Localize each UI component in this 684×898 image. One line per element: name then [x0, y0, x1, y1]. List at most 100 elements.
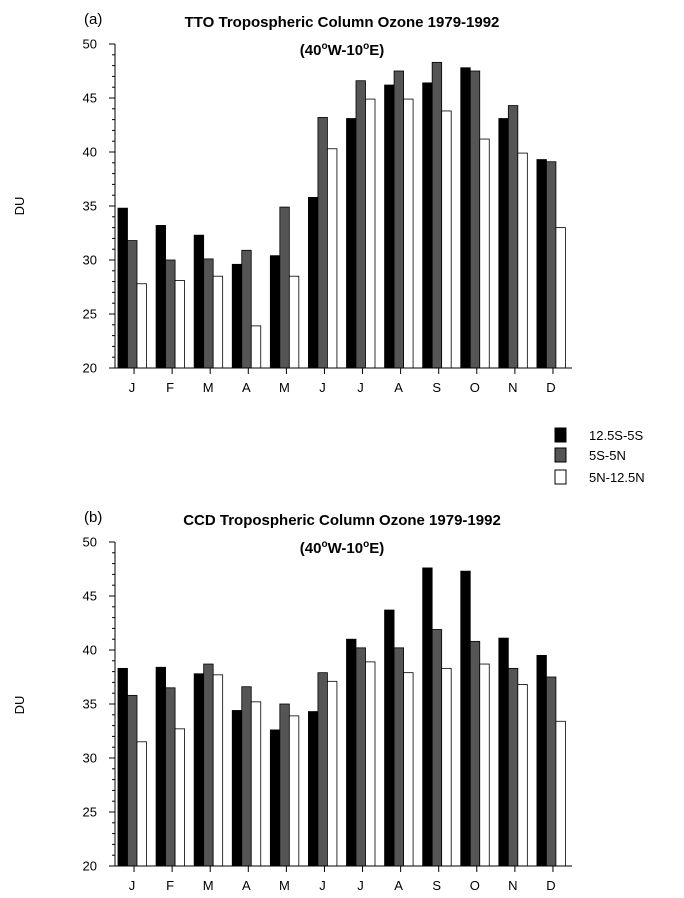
- panel-b-subtitle: (40oW-10oE): [300, 539, 384, 557]
- panel-b-y-tick-label: 20: [83, 859, 97, 874]
- panel-a-x-tick-label: D: [546, 380, 555, 395]
- panel-b-x-tick-label: D: [546, 878, 555, 893]
- bar-panel-b-12-5S-5S-1: [117, 667, 128, 867]
- bar-panel-b-5S-5N-8: [393, 647, 404, 867]
- bar-panel-a-5N-12-5N-7: [365, 98, 376, 369]
- bar-panel-a-5S-5N-12: [546, 161, 557, 369]
- panel-a-x-tick-label: M: [203, 380, 214, 395]
- bar-panel-b-5N-12-5N-4: [250, 701, 262, 867]
- panel-a-y-tick-label: 50: [83, 37, 97, 52]
- bar-panel-b-5N-12-5N-10: [479, 663, 490, 867]
- bar-panel-b-5N-12-5N-8: [403, 672, 414, 867]
- bar-panel-b-12-5S-5S-7: [346, 638, 357, 867]
- bar-panel-b-12-5S-5S-8: [384, 609, 395, 867]
- panel-a-x-tick-label: N: [508, 380, 517, 395]
- bar-panel-b-5N-12-5N-11: [517, 684, 528, 867]
- bar-panel-b-5S-5N-10: [469, 640, 481, 867]
- bar-panel-b-5S-5N-6: [317, 672, 328, 867]
- bar-panel-a-5N-12-5N-6: [327, 148, 338, 369]
- panel-a-label: (a): [84, 11, 102, 28]
- legend-label-5S-5N: 5S-5N: [589, 448, 626, 463]
- bar-panel-a-12-5S-5S-12: [536, 159, 547, 369]
- panel-a-y-tick-label: 40: [83, 145, 97, 160]
- bar-panel-b-12-5S-5S-9: [422, 567, 433, 867]
- bar-panel-a-5S-5N-8: [393, 70, 404, 369]
- panel-a-x-tick-label: F: [166, 380, 174, 395]
- bar-panel-b-12-5S-5S-3: [193, 673, 205, 867]
- bar-panel-b-5N-12-5N-5: [288, 715, 300, 867]
- bar-panel-a-5S-5N-2: [165, 259, 176, 369]
- panel-b-x-tick-label: A: [242, 878, 251, 893]
- bar-panel-a-5S-5N-6: [317, 117, 328, 369]
- bar-panel-b-5N-12-5N-6: [327, 680, 338, 867]
- bar-panel-a-12-5S-5S-11: [498, 118, 509, 369]
- bar-panel-b-12-5S-5S-6: [308, 711, 319, 867]
- panel-a-title: TTO Tropospheric Column Ozone 1979-1992: [185, 14, 500, 31]
- bar-panel-a-12-5S-5S-9: [422, 82, 433, 369]
- bar-panel-b-5N-12-5N-12: [555, 720, 566, 867]
- panel-b-plot: 20 25 30 35 40 45 50 J F M A M J J A S O N D: [83, 535, 572, 893]
- panel-a-y-tick-label: 35: [83, 199, 97, 214]
- legend-label-5N-12-5N: 5N-12.5N: [589, 470, 645, 485]
- bar-panel-a-12-5S-5S-1: [117, 207, 128, 369]
- bar-panel-b-12-5S-5S-12: [536, 655, 547, 867]
- bar-panel-a-5S-5N-11: [507, 105, 519, 369]
- panel-a-x-tick-label: J: [129, 380, 136, 395]
- panel-a-y-tick-label: 45: [83, 91, 97, 106]
- panel-b-x-tick-label: M: [279, 878, 290, 893]
- bar-panel-b-5N-12-5N-7: [365, 661, 376, 867]
- panel-a-y-tick-label: 25: [83, 307, 97, 322]
- panel-a-plot: 20 25 30 35 40 45 50 J F M A M J J A S O N D: [83, 37, 572, 395]
- panel-b-x-tick-label: M: [203, 878, 214, 893]
- bar-panel-a-5N-12-5N-11: [517, 152, 528, 369]
- bar-panel-a-5S-5N-3: [203, 258, 214, 369]
- bar-panel-a-5N-12-5N-12: [555, 227, 566, 369]
- bar-panel-a-5S-5N-5: [279, 206, 290, 369]
- panel-b-x-tick-label: O: [470, 878, 480, 893]
- panel-b-y-tick-label: 50: [83, 535, 97, 550]
- panel-a-y-tick-label: 20: [83, 361, 97, 376]
- legend-label-12-5S-5S: 12.5S-5S: [589, 428, 644, 443]
- bar-panel-b-12-5S-5S-10: [460, 570, 471, 867]
- panel-b-x-tick-label: J: [319, 878, 326, 893]
- bar-panel-b-5S-5N-5: [279, 703, 290, 867]
- bar-panel-b-5S-5N-2: [165, 687, 176, 867]
- panel-b-x-tick-label: A: [394, 878, 403, 893]
- panel-a-ylabel: DU: [12, 197, 27, 216]
- bar-panel-b-5S-5N-7: [355, 647, 366, 867]
- bar-panel-a-5N-12-5N-3: [212, 275, 224, 369]
- panel-b-y-tick-label: 30: [83, 751, 97, 766]
- panel-b-x-tick-label: F: [166, 878, 174, 893]
- panel-b-y-tick-label: 35: [83, 697, 97, 712]
- bar-panel-a-5N-12-5N-4: [250, 325, 262, 369]
- panel-a-x-tick-label: A: [242, 380, 251, 395]
- bar-panel-b-5S-5N-9: [431, 629, 443, 867]
- bar-panel-a-12-5S-5S-5: [269, 255, 281, 369]
- bar-panel-a-12-5S-5S-6: [308, 196, 319, 369]
- bar-panel-a-5S-5N-9: [431, 61, 443, 369]
- bar-panel-b-5N-12-5N-3: [212, 674, 224, 867]
- panel-a-y-tick-label: 30: [83, 253, 97, 268]
- bar-panel-a-12-5S-5S-7: [346, 118, 357, 369]
- bar-panel-b-5S-5N-3: [203, 663, 214, 867]
- bar-panel-b-5S-5N-11: [507, 667, 519, 867]
- bar-panel-b-5S-5N-12: [546, 676, 557, 867]
- legend-swatch-5N-12-5N: [554, 469, 567, 485]
- bar-panel-b-12-5S-5S-5: [269, 729, 281, 867]
- panel-b-x-tick-label: J: [357, 878, 364, 893]
- panel-a-x-tick-label: M: [279, 380, 290, 395]
- panel-a-subtitle: (40oW-10oE): [300, 41, 384, 59]
- bar-panel-a-12-5S-5S-3: [193, 234, 205, 369]
- bar-panel-b-5N-12-5N-1: [136, 741, 147, 867]
- legend-swatch-5S-5N: [554, 447, 567, 463]
- panel-a-x-tick-label: A: [394, 380, 403, 395]
- bar-panel-a-12-5S-5S-8: [384, 84, 395, 369]
- panel-b-y-tick-label: 25: [83, 805, 97, 820]
- panel-b-x-tick-label: N: [508, 878, 517, 893]
- bar-panel-b-12-5S-5S-4: [231, 710, 243, 867]
- bar-panel-a-12-5S-5S-10: [460, 67, 471, 369]
- bar-panel-a-5S-5N-10: [469, 70, 481, 369]
- bar-panel-a-12-5S-5S-4: [231, 263, 243, 369]
- bar-panel-a-5N-12-5N-2: [174, 280, 185, 369]
